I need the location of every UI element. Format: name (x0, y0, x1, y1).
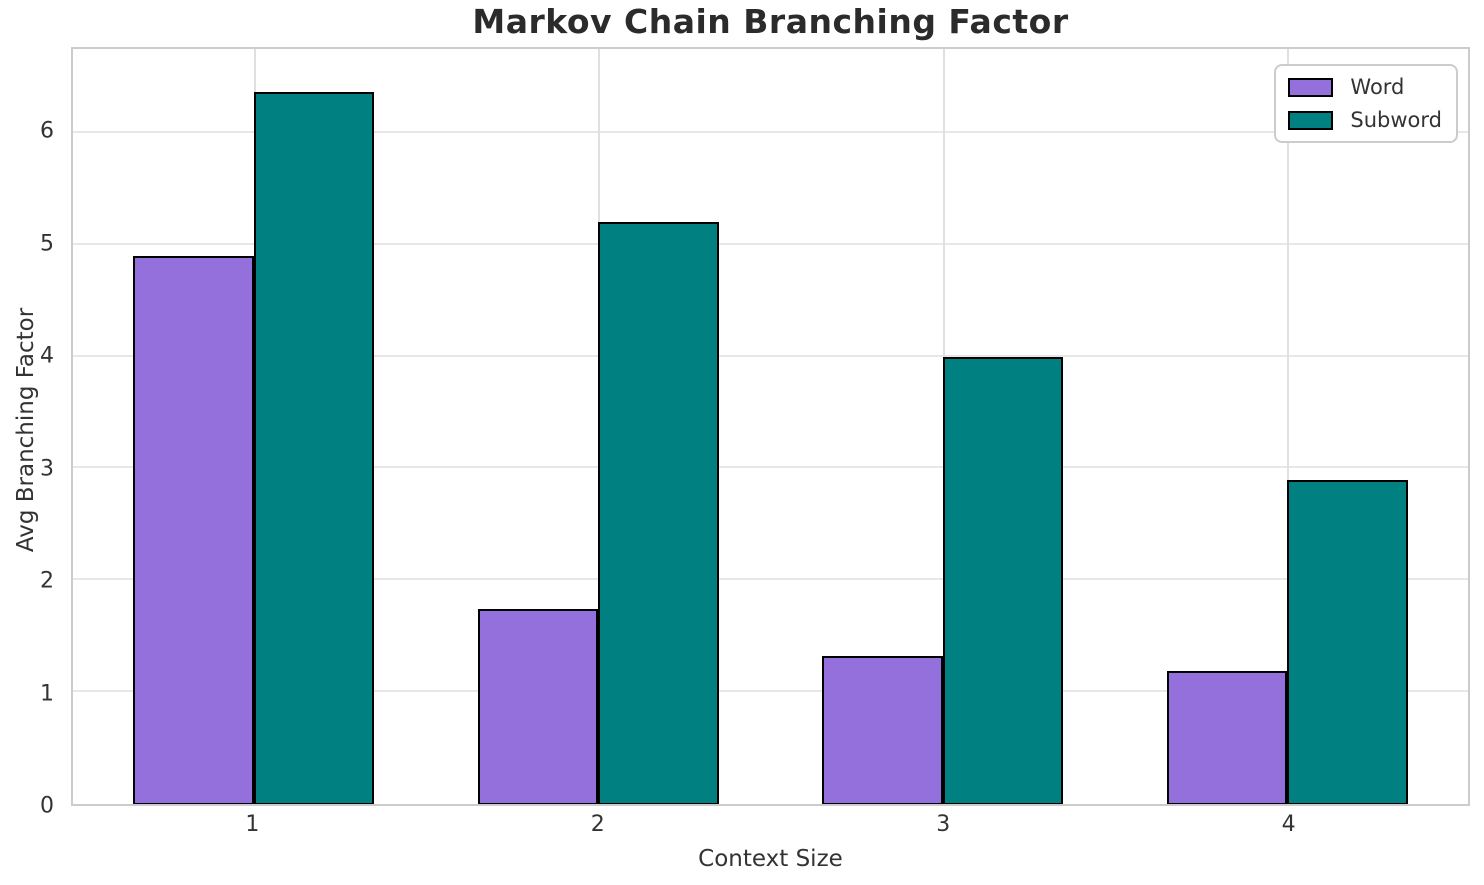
bar-subword-context-4 (1287, 479, 1408, 804)
gridline-y-3 (73, 466, 1468, 469)
x-tick-1: 1 (245, 812, 260, 837)
x-axis-ticks: 1 2 3 4 (71, 812, 1470, 842)
chart-title: Markov Chain Branching Factor (472, 2, 1069, 41)
gridline-y-2 (73, 578, 1468, 581)
x-tick-3: 3 (936, 812, 951, 837)
legend-label-word: Word (1350, 75, 1405, 99)
y-tick-3: 3 (40, 456, 54, 482)
x-tick-2: 2 (590, 812, 605, 837)
gridline-x-4 (1287, 49, 1290, 804)
bar-subword-context-2 (598, 222, 719, 804)
y-tick-4: 4 (40, 343, 54, 369)
legend: Word Subword (1274, 64, 1458, 143)
y-tick-1: 1 (40, 681, 54, 707)
legend-item-word: Word (1288, 75, 1442, 99)
bar-word-context-2 (477, 609, 599, 804)
bar-word-context-1 (133, 255, 254, 804)
gridline-y-4 (73, 354, 1468, 357)
y-tick-5: 5 (40, 231, 54, 257)
legend-label-subword: Subword (1350, 108, 1442, 132)
legend-item-subword: Subword (1288, 108, 1442, 132)
gridline-y-6 (73, 130, 1468, 133)
gridline-y-1 (73, 690, 1468, 693)
gridline-y-5 (73, 242, 1468, 245)
y-tick-0: 0 (40, 793, 54, 819)
y-tick-6: 6 (40, 118, 54, 144)
bar-subword-context-3 (942, 356, 1064, 804)
legend-swatch-word (1288, 77, 1334, 97)
y-tick-2: 2 (40, 568, 54, 594)
bar-subword-context-1 (253, 91, 375, 804)
x-axis-label: Context Size (698, 846, 843, 872)
x-tick-4: 4 (1281, 812, 1296, 837)
plot-area: Word Subword (71, 47, 1470, 806)
y-axis-ticks: 0 1 2 3 4 5 6 (0, 47, 62, 819)
bar-word-context-4 (1166, 670, 1288, 804)
bar-word-context-3 (822, 656, 943, 804)
legend-swatch-subword (1288, 110, 1334, 130)
